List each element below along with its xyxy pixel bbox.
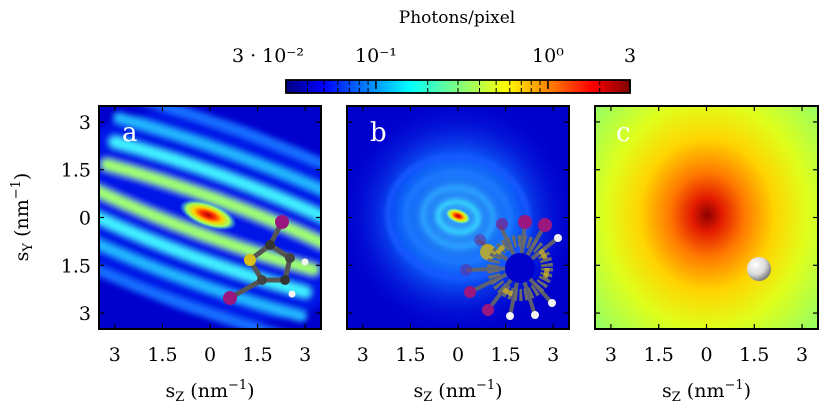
y-tick-label: 1.5	[61, 255, 91, 277]
colorbar-tick-label: 10⁰	[532, 45, 564, 67]
y-tick-label: 1.5	[61, 160, 91, 182]
panel-b-molecule	[460, 215, 562, 320]
panel-b-heatmap	[347, 106, 569, 329]
panel-a-heatmap	[99, 106, 321, 329]
colorbar-tick-labels: 3 · 10⁻² 10⁻¹ 10⁰ 3	[232, 45, 636, 89]
x-tick-label: 1.5	[395, 344, 425, 366]
panel-b: b	[346, 105, 570, 330]
x-tick-label: 3	[605, 344, 617, 366]
x-axis-label: sZ (nm−1)	[165, 378, 254, 405]
panel-b-label: b	[370, 118, 387, 148]
x-tick-label: 3	[109, 344, 121, 366]
colorbar-gradient	[286, 80, 630, 93]
x-tick-label: 3	[796, 344, 808, 366]
panel-a-label: a	[122, 118, 138, 148]
colorbar-tick-label: 10⁻¹	[355, 45, 397, 67]
x-tick-label: 1.5	[644, 344, 674, 366]
x-tick-label: 3	[299, 344, 311, 366]
colorbar-tick-label: 3	[624, 45, 636, 67]
panel-a-molecule	[223, 215, 309, 305]
panel-b-peak	[445, 208, 471, 224]
x-tick-label: 1.5	[490, 344, 520, 366]
colorbar: Photons/pixel 3 · 10⁻² 10⁻¹ 10⁰ 3	[232, 8, 636, 94]
panel-c-label: c	[616, 118, 631, 148]
y-tick-label: 0	[79, 208, 91, 230]
x-tick-label: 1.5	[242, 344, 272, 366]
colorbar-title: Photons/pixel	[399, 8, 516, 28]
x-tick-label: 0	[204, 344, 216, 366]
x-axis-ticks: 3 1.5 0 1.5 3 3 1.5 0 1.5 3 3 1.5 0 1.5 3	[109, 106, 808, 366]
x-axis-label: sZ (nm−1)	[662, 378, 751, 405]
panel-c-sphere	[747, 257, 771, 281]
panel-a-peak	[179, 199, 237, 231]
x-tick-label: 1.5	[739, 344, 769, 366]
x-tick-label: 0	[700, 344, 712, 366]
colorbar-tick-label: 3 · 10⁻²	[232, 45, 304, 67]
colorbar-minor-ticks	[306, 80, 601, 93]
x-axis-labels: sZ (nm−1) sZ (nm−1) sZ (nm−1)	[165, 378, 751, 405]
y-tick-label: 3	[79, 112, 91, 134]
panel-c-heatmap	[595, 106, 818, 329]
x-tick-label: 3	[357, 344, 369, 366]
x-tick-label: 3	[547, 344, 559, 366]
x-tick-label: 0	[452, 344, 464, 366]
x-tick-label: 1.5	[147, 344, 177, 366]
x-axis-label: sZ (nm−1)	[413, 378, 502, 405]
panel-a: a	[98, 105, 322, 330]
y-tick-label: 3	[79, 303, 91, 325]
y-axis-label: sY (nm−1)	[9, 173, 36, 262]
panel-c: c	[594, 105, 819, 330]
y-axis-ticks: 3 1.5 0 1.5 3	[61, 112, 818, 325]
